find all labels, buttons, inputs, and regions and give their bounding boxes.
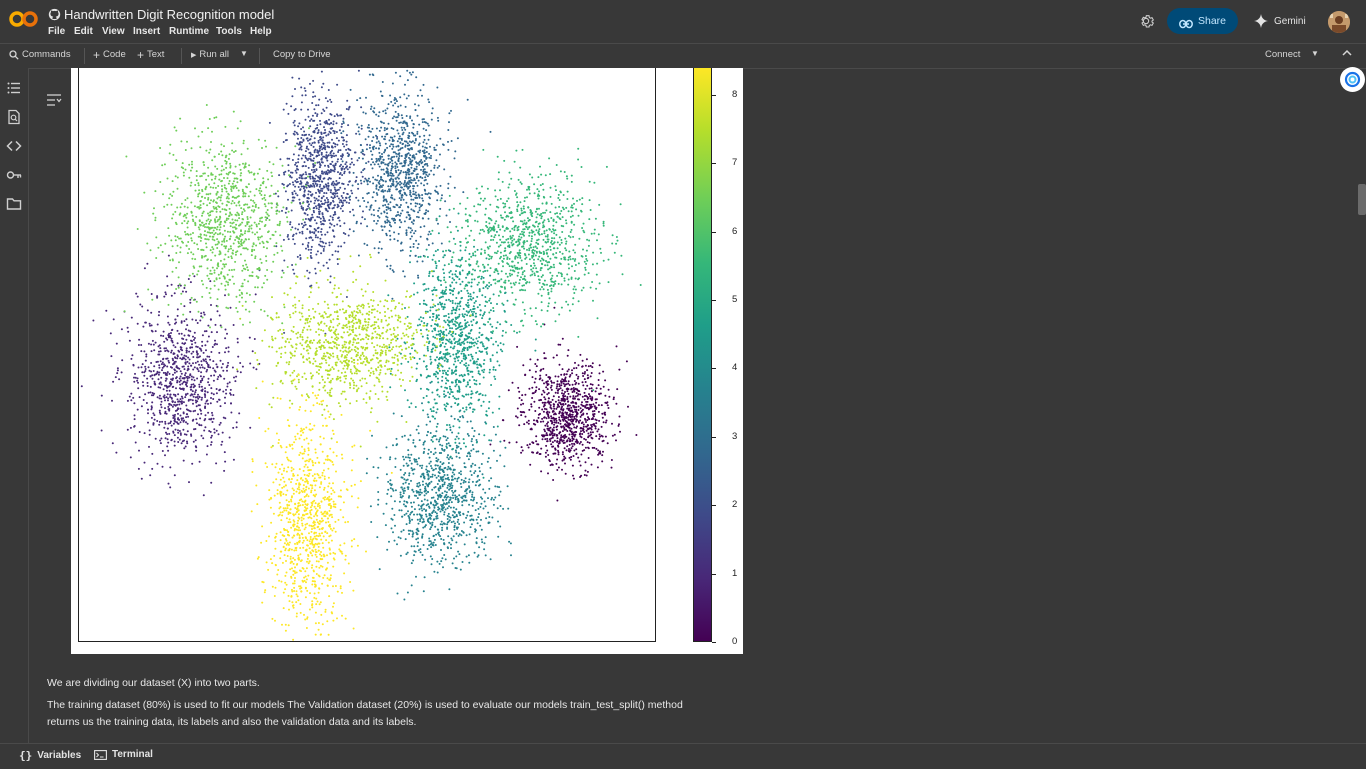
menu-file[interactable]: File: [48, 26, 65, 37]
menu-help[interactable]: Help: [250, 26, 272, 37]
colorbar-tick: [712, 232, 716, 233]
secrets-key-icon[interactable]: [6, 167, 22, 183]
markdown-text-line-3: returns us the training data, its labels…: [47, 714, 416, 731]
notebook-toolbar: Commands + Code + Text ▶ Run all ▼ Copy …: [0, 43, 1366, 69]
colorbar-tick: [712, 300, 716, 301]
colorbar-tick-label: 2: [732, 499, 737, 510]
share-button[interactable]: Share: [1167, 8, 1238, 34]
colab-logo[interactable]: [9, 9, 39, 29]
scatter-svg: [79, 68, 656, 642]
colorbar: [693, 68, 712, 642]
output-toggle-icon[interactable]: [46, 93, 62, 107]
chevron-up-icon: [1342, 49, 1352, 57]
cluster-digit-5: [387, 209, 537, 479]
tsne-scatter-plot: [78, 68, 656, 642]
colorbar-tick: [712, 95, 716, 96]
dropdown-icon: ▼: [240, 49, 248, 58]
colorbar-tick-label: 7: [732, 157, 737, 168]
dropdown-icon: ▼: [1311, 49, 1319, 58]
github-icon: [48, 8, 61, 21]
menu-view[interactable]: View: [102, 26, 125, 37]
text-label: Text: [147, 49, 164, 60]
find-icon[interactable]: [6, 109, 22, 125]
gemini-spark-icon: [1254, 14, 1268, 28]
scrollbar-thumb[interactable]: [1358, 184, 1366, 215]
gemini-button[interactable]: Gemini: [1254, 12, 1306, 30]
cluster-digit-2: [259, 70, 379, 335]
folder-icon[interactable]: [6, 196, 22, 212]
play-icon: ▶: [191, 51, 196, 59]
markdown-text-line-2: The training dataset (80%) is used to fi…: [47, 697, 683, 714]
code-label: Code: [103, 49, 126, 60]
link-icon: [1179, 16, 1193, 26]
colorbar-tick-label: 6: [732, 226, 737, 237]
terminal-label: Terminal: [112, 749, 153, 760]
menu-tools[interactable]: Tools: [216, 26, 242, 37]
add-text-button[interactable]: + Text: [137, 49, 164, 60]
colorbar-tick-label: 3: [732, 431, 737, 442]
cluster-digit-4: [366, 380, 512, 601]
top-bar: Handwritten Digit Recognition model File…: [0, 0, 1366, 43]
cluster-digit-0: [489, 307, 637, 502]
commands-button[interactable]: Commands: [9, 49, 71, 60]
left-rail: [0, 68, 29, 743]
copy-to-drive-button[interactable]: Copy to Drive: [273, 49, 331, 60]
run-all-label: Run all: [199, 49, 229, 60]
copy-to-drive-label: Copy to Drive: [273, 49, 331, 60]
menu-insert[interactable]: Insert: [133, 26, 160, 37]
menu-runtime[interactable]: Runtime: [169, 26, 209, 37]
plus-icon: +: [93, 50, 100, 60]
collapse-header-button[interactable]: [1342, 49, 1352, 57]
colorbar-tick: [712, 437, 716, 438]
variables-label: Variables: [37, 750, 81, 761]
avatar[interactable]: [1328, 11, 1350, 33]
colorbar-tick: [712, 574, 716, 575]
run-all-button[interactable]: ▶ Run all: [191, 49, 229, 60]
variables-button[interactable]: {} Variables: [19, 749, 81, 762]
cell-output-figure: 0 1 2 3 4 5 6 7 8: [71, 68, 743, 654]
colorbar-tick-label: 4: [732, 362, 737, 373]
markdown-text-line-1: We are dividing our dataset (X) into two…: [47, 675, 260, 692]
colorbar-tick-label: 1: [732, 568, 737, 579]
colorbar-tick: [712, 505, 716, 506]
colorbar-tick: [712, 368, 716, 369]
code-snippets-icon[interactable]: [6, 138, 22, 154]
cluster-digit-8: [236, 254, 472, 448]
gemini-label: Gemini: [1274, 16, 1306, 27]
colorbar-tick-label: 8: [732, 89, 737, 100]
status-bar: {} Variables Terminal: [0, 743, 1366, 769]
variables-icon: {}: [19, 749, 32, 762]
toolbar-divider: [84, 48, 85, 64]
plus-icon: +: [137, 50, 144, 60]
connect-label: Connect: [1265, 49, 1300, 60]
toolbar-divider: [259, 48, 260, 64]
commands-label: Commands: [22, 49, 71, 60]
colorbar-tick-label: 0: [732, 636, 737, 647]
connect-dropdown[interactable]: ▼: [1311, 49, 1319, 58]
terminal-icon: [94, 750, 107, 760]
search-icon: [9, 50, 19, 60]
toolbar-divider: [181, 48, 182, 64]
settings-icon[interactable]: [1138, 13, 1154, 29]
connect-button[interactable]: Connect: [1265, 49, 1300, 60]
add-code-button[interactable]: + Code: [93, 49, 126, 60]
assistant-icon[interactable]: [1340, 67, 1365, 92]
toc-icon[interactable]: [6, 80, 22, 96]
notebook-title[interactable]: Handwritten Digit Recognition model: [64, 7, 274, 22]
colorbar-tick: [712, 163, 716, 164]
share-label: Share: [1198, 15, 1226, 27]
cluster-digit-1: [81, 255, 260, 497]
menu-edit[interactable]: Edit: [74, 26, 93, 37]
terminal-button[interactable]: Terminal: [94, 749, 153, 760]
run-all-dropdown[interactable]: ▼: [240, 49, 248, 58]
colorbar-tick-label: 5: [732, 294, 737, 305]
colorbar-tick: [712, 642, 716, 643]
